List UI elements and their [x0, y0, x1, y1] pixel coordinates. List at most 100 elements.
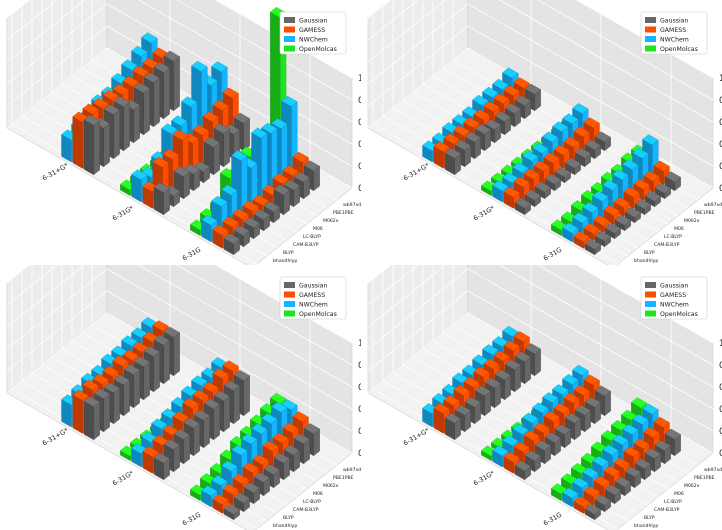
legend: Gaussian GAMESS NWChem OpenMolcas [640, 276, 708, 320]
legend-swatch-gaussian [284, 282, 295, 288]
basis-tick-label: 6-31G* [111, 469, 136, 488]
legend-label-openmolcas: OpenMolcas [299, 46, 337, 53]
bar-gaussian-6-31G-LC-BLYP [624, 466, 641, 489]
bar-gaussian-6-31G*-CAM-B3LYP [544, 173, 561, 192]
bar-gaussian-6-31G*-wb97xd [594, 131, 611, 152]
legend-label-openmolcas: OpenMolcas [660, 311, 698, 318]
functional-tick-label: wb97xd [704, 467, 722, 473]
bar3d-chart-2: 0.00.20.40.60.81.06-31G6-31G*6-31+G*B3LY… [6, 265, 361, 530]
bar-gaussian-6-31G-CAM-B3LYP [614, 476, 631, 497]
functional-tick-label: bhandhlyp [634, 523, 658, 529]
z-tick-label: 0.8 [358, 361, 361, 371]
z-tick-label: 0.0 [358, 449, 361, 459]
basis-tick-label: 6-31G* [472, 469, 497, 488]
bar-gamess-6-31G-LC-BLYP [613, 197, 630, 217]
functional-tick-label: LC-BLYP [664, 234, 682, 240]
basis-tick-label: 6-31+G* [402, 161, 431, 183]
functional-tick-label: PBE1PBE [694, 475, 715, 481]
legend-label-nwchem: NWChem [660, 37, 689, 44]
legend-swatch-nwchem [284, 36, 295, 42]
legend-swatch-gamess [284, 26, 295, 33]
functional-tick-label: LC-BLYP [303, 499, 321, 505]
functional-tick-label: BLYP [644, 250, 655, 256]
legend-label-gaussian: Gaussian [660, 18, 688, 25]
bar-gaussian-6-31G-bhandhlyp [233, 225, 250, 248]
z-tick-label: 0.8 [719, 361, 722, 371]
basis-tick-label: 6-31G* [472, 204, 497, 223]
functional-tick-label: M062x [323, 218, 339, 224]
bar3d-chart-1: 0.00.20.40.60.81.06-31G6-31G*6-31+G*B3LY… [367, 0, 722, 265]
functional-tick-label: M06 [674, 491, 684, 497]
functional-tick-label: CAM-B3LYP [654, 507, 680, 513]
bar-gaussian-6-31G*-B3LYP [514, 197, 531, 216]
bar-gaussian-6-31+G*-B3LYP [444, 412, 461, 441]
functional-tick-label: M06 [674, 226, 684, 232]
bar-gaussian-6-31G-bhandhlyp [594, 230, 611, 248]
z-tick-label: 1.0 [719, 74, 722, 84]
bar-gaussian-6-31G-BLYP [243, 482, 260, 505]
legend-label-nwchem: NWChem [299, 302, 328, 309]
z-tick-label: 0.6 [719, 383, 722, 393]
bar-gaussian-6-31G-B3LYP [223, 233, 240, 256]
bar-gaussian-6-31+G*-B3LYP [444, 147, 461, 176]
bars [61, 317, 320, 521]
legend-swatch-gamess [645, 26, 656, 33]
z-tick-label: 0.2 [719, 162, 722, 172]
bar-gaussian-6-31G-BLYP [604, 484, 621, 505]
z-tick-label: 0.6 [719, 118, 722, 128]
bar-gaussian-6-31G-PBE1PBE [654, 182, 671, 200]
chart-panel-top-left: 0.00.20.40.60.81.06-31G6-31G*6-31+G*B3LY… [0, 0, 361, 265]
bar-gaussian-6-31G-M062x [644, 190, 661, 208]
bar-gaussian-6-31G*-LC-BLYP [554, 166, 571, 184]
bar-gamess-6-31G*-B3LYP [503, 186, 520, 209]
basis-tick-label: 6-31+G* [41, 426, 70, 448]
z-tick-label: 0.2 [719, 427, 722, 437]
legend-swatch-gamess [284, 291, 295, 298]
bar-gamess-6-31G-B3LYP [212, 224, 229, 249]
basis-tick-label: 6-31G* [111, 204, 136, 223]
legend-label-openmolcas: OpenMolcas [299, 311, 337, 318]
bar-gaussian-6-31G-LC-BLYP [624, 206, 641, 224]
functional-tick-label: CAM-B3LYP [293, 242, 319, 248]
legend-swatch-openmolcas [645, 310, 656, 317]
z-tick-label: 0.0 [358, 184, 361, 194]
legend-swatch-openmolcas [284, 45, 295, 52]
basis-tick-label: 6-31G [181, 246, 202, 263]
legend-label-nwchem: NWChem [299, 37, 328, 44]
legend-swatch-gaussian [284, 17, 295, 23]
bars [422, 67, 681, 256]
functional-tick-label: BLYP [644, 515, 655, 521]
bar-gaussian-6-31G-B3LYP [584, 503, 601, 521]
legend-swatch-nwchem [645, 36, 656, 42]
basis-tick-label: 6-31G [181, 511, 202, 528]
functional-tick-label: LC-BLYP [664, 499, 682, 505]
bar-gaussian-6-31+G*-B3LYP [83, 114, 100, 176]
legend-swatch-nwchem [284, 301, 295, 307]
z-tick-label: 0.4 [719, 405, 722, 415]
z-tick-label: 0.6 [358, 118, 361, 128]
functional-tick-label: BLYP [283, 250, 294, 256]
basis-tick-label: 6-31+G* [402, 426, 431, 448]
bar-gaussian-6-31G*-bhandhlyp [524, 189, 541, 208]
bar3d-chart-3: 0.00.20.40.60.81.06-31G6-31G*6-31+G*B3LY… [367, 265, 722, 530]
functional-tick-label: PBE1PBE [694, 210, 715, 216]
legend-swatch-gaussian [645, 17, 656, 23]
bar-gaussian-6-31+G*-B3LYP [83, 396, 100, 441]
legend-swatch-openmolcas [645, 45, 656, 52]
functional-tick-label: CAM-B3LYP [654, 242, 680, 248]
legend: Gaussian GAMESS NWChem OpenMolcas [279, 276, 347, 320]
bar-gaussian-6-31G-B3LYP [584, 238, 601, 256]
z-tick-label: 0.2 [358, 162, 361, 172]
basis-tick-label: 6-31G [542, 246, 563, 263]
functional-tick-label: BLYP [283, 515, 294, 521]
functional-tick-label: M062x [323, 483, 339, 489]
z-tick-label: 0.4 [358, 140, 361, 150]
functional-tick-label: PBE1PBE [333, 475, 354, 481]
chart-panel-bottom-right: 0.00.20.40.60.81.06-31G6-31G*6-31+G*B3LY… [361, 265, 722, 530]
legend-label-gamess: GAMESS [299, 292, 325, 299]
functional-tick-label: bhandhlyp [273, 523, 297, 529]
functional-tick-label: PBE1PBE [333, 210, 354, 216]
legend: Gaussian GAMESS NWChem OpenMolcas [640, 11, 708, 55]
functional-tick-label: M06 [313, 226, 323, 232]
z-tick-label: 0.6 [358, 383, 361, 393]
